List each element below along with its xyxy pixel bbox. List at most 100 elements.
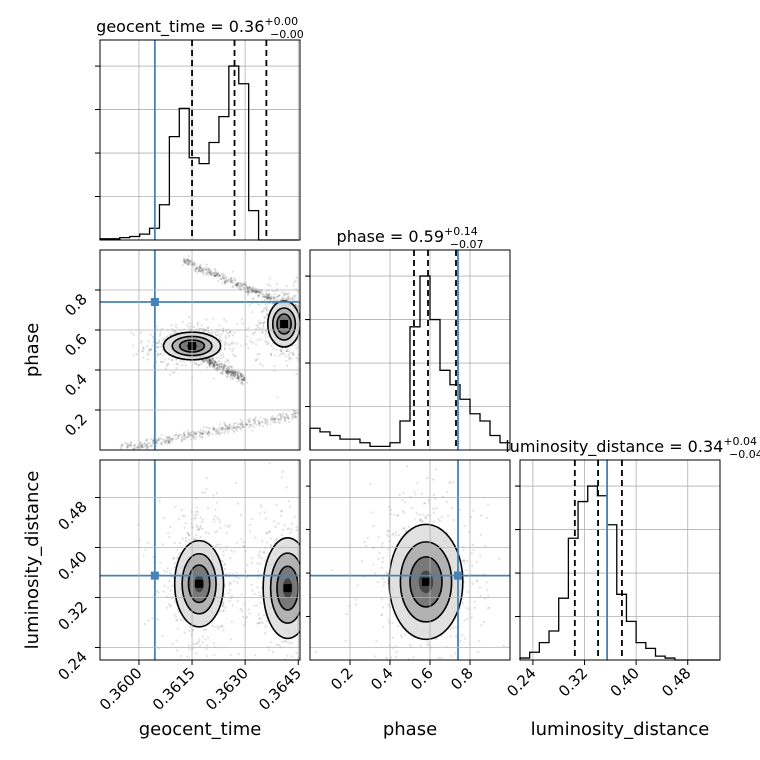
- sample-point: [213, 427, 216, 430]
- sample-point: [205, 366, 209, 369]
- x-tick-label: 0.40: [607, 664, 643, 700]
- sample-point: [212, 377, 215, 380]
- sample-point: [432, 511, 435, 514]
- sample-point: [486, 581, 489, 584]
- sample-point: [295, 651, 298, 654]
- sample-point: [389, 656, 393, 659]
- sample-point: [206, 636, 210, 639]
- sample-point: [381, 556, 385, 560]
- sample-point: [316, 613, 318, 615]
- sample-point: [398, 493, 401, 497]
- sample-point: [215, 334, 218, 337]
- sample-point: [285, 416, 288, 420]
- sample-point: [239, 428, 242, 431]
- sample-point: [229, 374, 232, 378]
- sample-point: [283, 419, 287, 422]
- sample-point: [120, 447, 123, 450]
- sample-point: [236, 375, 239, 379]
- sample-point: [212, 361, 215, 365]
- sample-point: [201, 527, 204, 531]
- sample-point: [225, 278, 228, 282]
- sample-point: [459, 639, 462, 643]
- sample-point: [245, 290, 249, 293]
- sample-point: [438, 519, 442, 522]
- sample-point: [239, 607, 242, 611]
- sample-point: [206, 644, 209, 647]
- sample-point: [449, 628, 452, 631]
- sample-point: [242, 378, 245, 382]
- sample-point: [144, 548, 147, 552]
- sample-point: [155, 325, 158, 328]
- sample-point: [156, 439, 159, 442]
- sample-point: [435, 468, 438, 471]
- sample-point: [148, 441, 151, 444]
- sample-point: [142, 356, 145, 359]
- sample-point: [272, 421, 275, 424]
- sample-point: [229, 377, 232, 380]
- sample-point: [375, 639, 378, 642]
- sample-point: [313, 657, 315, 659]
- sample-point: [315, 516, 317, 518]
- sample-point: [310, 583, 312, 585]
- sample-point: [234, 371, 238, 374]
- sample-point: [193, 362, 196, 365]
- sample-point: [311, 557, 313, 559]
- sample-point: [262, 323, 265, 326]
- sample-point: [239, 281, 242, 285]
- sample-point: [219, 367, 222, 370]
- density-peak: [283, 584, 292, 593]
- sample-point: [253, 419, 256, 422]
- sample-point: [268, 296, 271, 300]
- sample-point: [226, 372, 229, 375]
- sample-point: [488, 606, 491, 609]
- sample-point: [230, 372, 233, 375]
- sample-point: [249, 341, 253, 344]
- sample-point: [212, 364, 215, 367]
- sample-point: [227, 370, 230, 373]
- sample-point: [206, 432, 209, 436]
- sample-point: [282, 292, 286, 295]
- sample-point: [387, 535, 390, 538]
- sample-point: [232, 580, 236, 583]
- sample-point: [321, 563, 323, 565]
- sample-point: [475, 579, 478, 582]
- sample-point: [289, 297, 292, 300]
- contour-line: [173, 539, 225, 628]
- sample-point: [240, 373, 243, 376]
- sample-point: [396, 514, 399, 517]
- sample-point: [263, 420, 266, 423]
- sample-point: [302, 342, 304, 344]
- sample-point: [288, 642, 291, 645]
- hist-axes-frame: [519, 459, 721, 661]
- sample-point: [262, 613, 266, 617]
- sample-point: [242, 378, 245, 381]
- sample-point: [242, 284, 245, 287]
- sample-point: [482, 573, 485, 576]
- sample-point: [196, 266, 199, 270]
- sample-point: [472, 509, 475, 512]
- sample-point: [236, 282, 239, 285]
- sample-point: [498, 557, 501, 560]
- sample-point: [450, 506, 454, 510]
- sample-point: [145, 444, 148, 447]
- sample-point: [236, 284, 239, 287]
- sample-point: [209, 365, 213, 368]
- sample-point: [199, 265, 202, 268]
- sample-point: [228, 589, 232, 592]
- sample-point: [218, 365, 221, 368]
- sample-point: [260, 539, 264, 542]
- sample-point: [187, 255, 190, 258]
- sample-point: [293, 412, 296, 415]
- sample-point: [300, 649, 302, 651]
- sample-point: [238, 282, 241, 285]
- sample-point: [231, 334, 234, 337]
- sample-point: [274, 539, 277, 542]
- sample-point: [124, 442, 127, 445]
- sample-point: [167, 602, 170, 606]
- sample-point: [216, 273, 219, 276]
- sample-point: [222, 277, 225, 280]
- sample-point: [257, 422, 261, 426]
- sample-point: [218, 337, 221, 341]
- sample-point: [151, 439, 154, 442]
- sample-point: [207, 427, 210, 430]
